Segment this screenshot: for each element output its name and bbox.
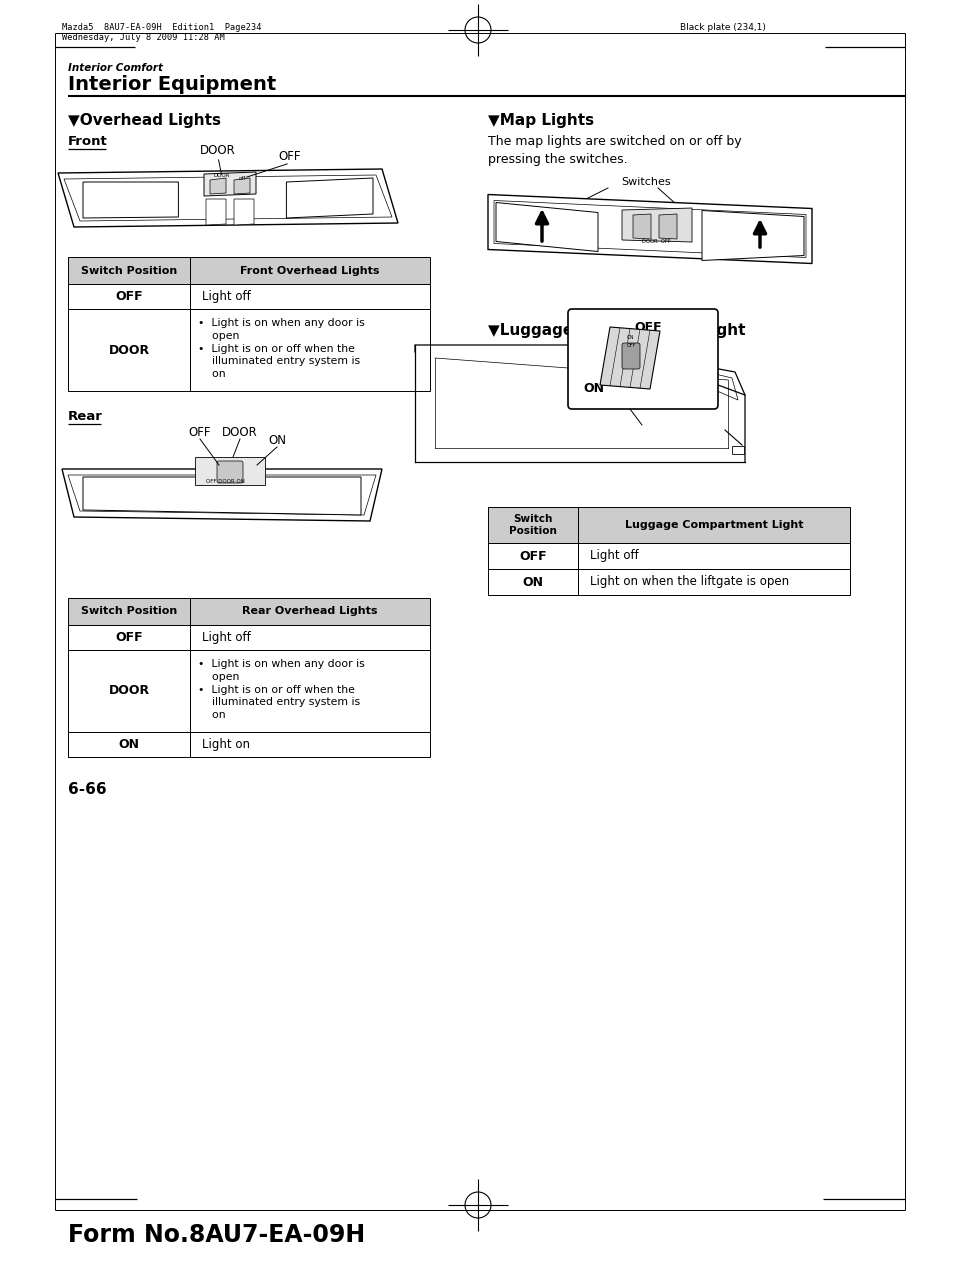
Bar: [68, 308, 190, 391]
Bar: [488, 508, 578, 544]
Bar: [68, 598, 190, 625]
Bar: [68, 284, 190, 308]
Text: Wednesday, July 8 2009 11:28 AM: Wednesday, July 8 2009 11:28 AM: [62, 33, 225, 42]
Text: DOOR: DOOR: [109, 343, 150, 356]
Text: Switch Position: Switch Position: [81, 607, 177, 617]
Bar: [190, 284, 430, 308]
Polygon shape: [83, 477, 360, 515]
Polygon shape: [621, 208, 691, 242]
Text: •  Light is on when any door is
    open
•  Light is on or off when the
    illu: • Light is on when any door is open • Li…: [198, 659, 364, 720]
Text: Rear: Rear: [68, 410, 103, 423]
Polygon shape: [83, 182, 178, 218]
Text: Light off: Light off: [202, 290, 251, 303]
Text: ON: ON: [118, 738, 139, 750]
FancyBboxPatch shape: [731, 446, 743, 454]
Polygon shape: [488, 194, 811, 263]
Text: Light off: Light off: [589, 550, 639, 563]
Text: ON: ON: [626, 335, 634, 341]
Polygon shape: [210, 179, 226, 194]
FancyBboxPatch shape: [567, 308, 718, 409]
Bar: [190, 650, 430, 732]
Text: Light on: Light on: [202, 738, 250, 750]
Text: Switch
Position: Switch Position: [509, 514, 557, 536]
Text: OFF: OFF: [278, 150, 301, 163]
Text: OFF: OFF: [115, 631, 143, 644]
Text: Front: Front: [68, 135, 108, 148]
Text: Light off: Light off: [202, 631, 251, 644]
Text: off: off: [238, 176, 246, 181]
Text: OFF: OFF: [626, 343, 636, 348]
Polygon shape: [206, 199, 226, 225]
Polygon shape: [286, 179, 373, 218]
Text: Interior Equipment: Interior Equipment: [68, 75, 276, 94]
Text: Form No.8AU7-EA-09H: Form No.8AU7-EA-09H: [68, 1223, 365, 1246]
Text: DOOR  OFF: DOOR OFF: [640, 239, 670, 244]
FancyBboxPatch shape: [216, 461, 243, 483]
Bar: [68, 257, 190, 284]
Text: OFF: OFF: [634, 321, 661, 334]
Bar: [68, 625, 190, 650]
Text: Front Overhead Lights: Front Overhead Lights: [240, 266, 379, 275]
Bar: [68, 650, 190, 732]
Polygon shape: [58, 170, 397, 227]
Text: Black plate (234,1): Black plate (234,1): [679, 23, 765, 32]
Bar: [190, 625, 430, 650]
Text: Interior Comfort: Interior Comfort: [68, 63, 163, 73]
Bar: [190, 308, 430, 391]
Bar: [578, 508, 849, 544]
Text: Rear Overhead Lights: Rear Overhead Lights: [242, 607, 377, 617]
Text: OFF DOOR ON: OFF DOOR ON: [205, 479, 244, 484]
Polygon shape: [659, 215, 677, 239]
Polygon shape: [62, 469, 381, 520]
Text: DOOR: DOOR: [222, 427, 257, 439]
Text: Light on when the liftgate is open: Light on when the liftgate is open: [589, 576, 788, 589]
Text: OFF: OFF: [518, 550, 546, 563]
Bar: [488, 544, 578, 569]
Text: Switch Position: Switch Position: [81, 266, 177, 275]
Polygon shape: [194, 457, 265, 484]
Bar: [68, 732, 190, 757]
Text: DOOR: DOOR: [200, 144, 235, 157]
Polygon shape: [599, 326, 659, 389]
Text: 6-66: 6-66: [68, 783, 107, 797]
Text: ON: ON: [583, 382, 604, 394]
Text: The map lights are switched on or off by
pressing the switches.: The map lights are switched on or off by…: [488, 135, 740, 166]
Text: OFF: OFF: [115, 290, 143, 303]
Polygon shape: [633, 215, 650, 239]
Polygon shape: [496, 203, 598, 252]
Polygon shape: [233, 199, 253, 225]
Text: Switches: Switches: [620, 177, 670, 188]
Bar: [190, 732, 430, 757]
Text: OFF: OFF: [189, 427, 211, 439]
FancyBboxPatch shape: [621, 343, 639, 369]
Text: Mazda5  8AU7-EA-09H  Edition1  Page234: Mazda5 8AU7-EA-09H Edition1 Page234: [62, 23, 261, 32]
Text: ▼Map Lights: ▼Map Lights: [488, 113, 594, 128]
Text: ▼Luggage Compartment Light: ▼Luggage Compartment Light: [488, 323, 744, 338]
Text: DOOR: DOOR: [213, 173, 230, 179]
Text: Luggage Compartment Light: Luggage Compartment Light: [624, 520, 802, 529]
Text: •  Light is on when any door is
    open
•  Light is on or off when the
    illu: • Light is on when any door is open • Li…: [198, 317, 364, 379]
Bar: [578, 569, 849, 595]
Text: ON: ON: [522, 576, 543, 589]
Polygon shape: [204, 172, 255, 197]
Bar: [578, 544, 849, 569]
Text: ▼Overhead Lights: ▼Overhead Lights: [68, 113, 221, 128]
Text: DOOR: DOOR: [109, 685, 150, 698]
Bar: [190, 598, 430, 625]
Bar: [190, 257, 430, 284]
Polygon shape: [233, 179, 250, 194]
Text: ON: ON: [268, 434, 286, 447]
Bar: [488, 569, 578, 595]
Polygon shape: [701, 211, 803, 261]
